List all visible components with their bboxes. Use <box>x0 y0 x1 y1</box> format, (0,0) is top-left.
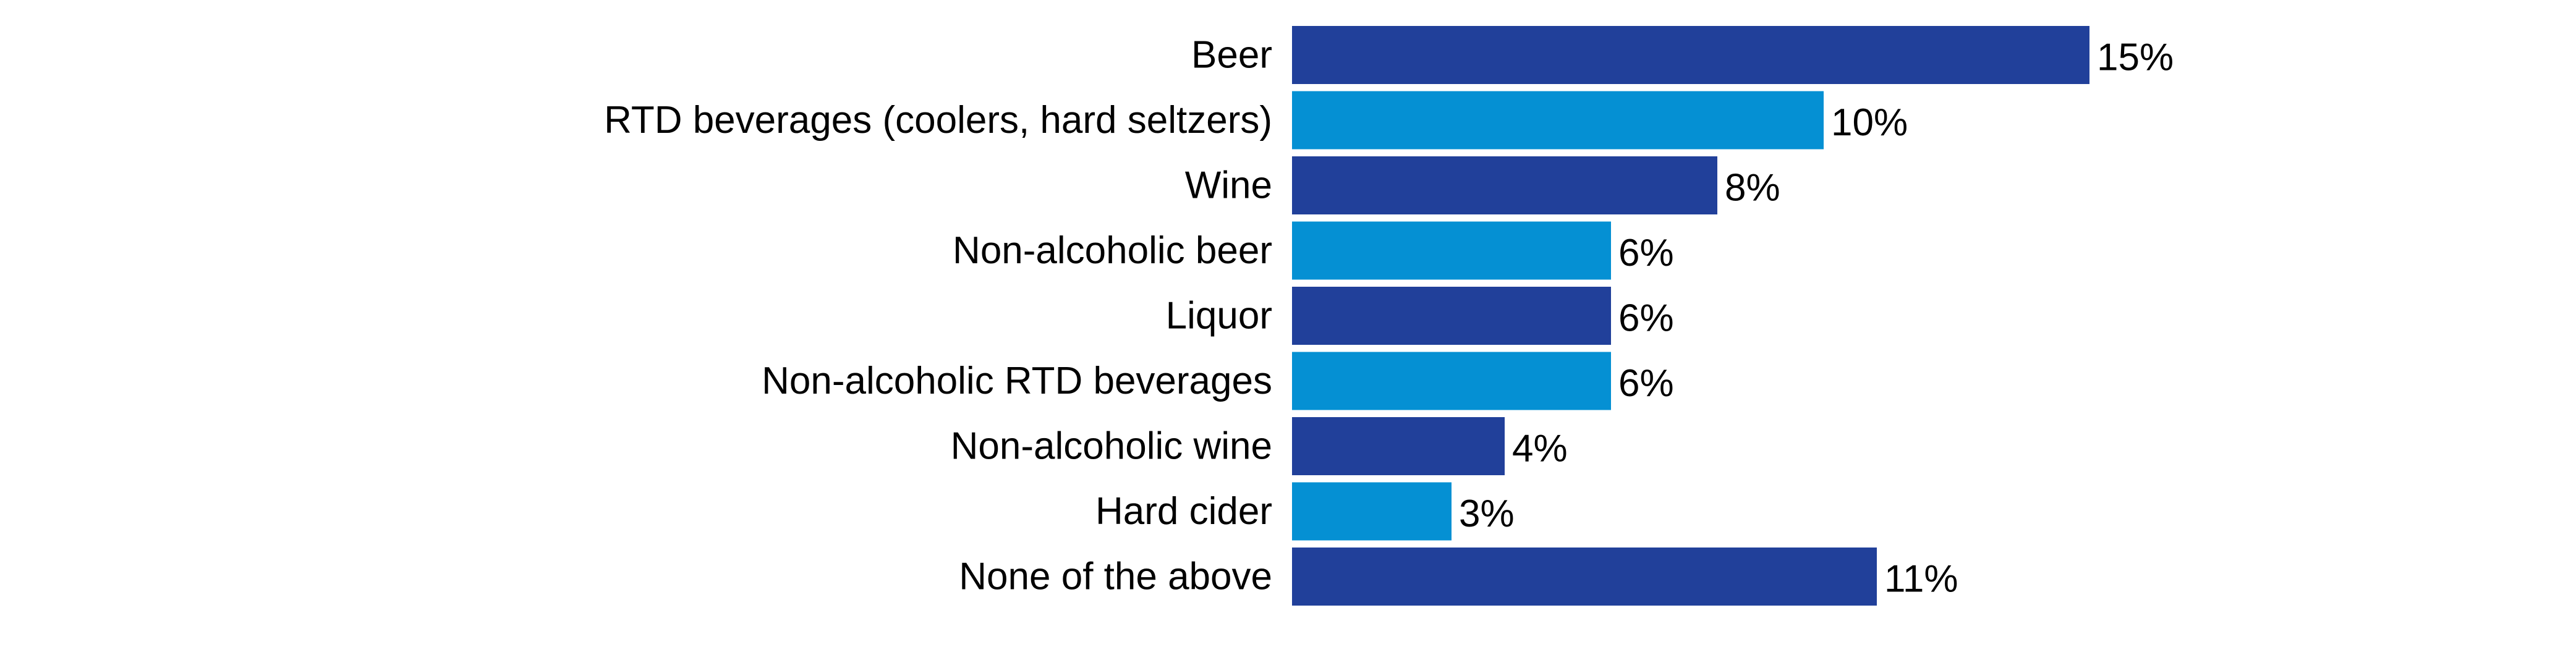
category-label-liquor: Liquor <box>1166 295 1272 337</box>
value-label-non-alcoholic-wine: 4% <box>1512 428 1568 470</box>
category-label-rtd-beverages-coolers-hard-seltzers: RTD beverages (coolers, hard seltzers) <box>604 99 1272 142</box>
category-label-none-of-the-above: None of the above <box>959 556 1272 598</box>
value-label-liquor: 6% <box>1618 297 1674 340</box>
value-labels-layer: 15% 10% 8% 6% 6% 6% 4% 3% 11% <box>1459 36 2174 601</box>
value-label-beer: 15% <box>2097 36 2174 79</box>
value-label-wine: 8% <box>1725 167 1780 209</box>
bar-beer <box>1292 26 2089 84</box>
value-label-non-alcoholic-rtd-beverages: 6% <box>1618 362 1674 405</box>
value-label-none-of-the-above: 11% <box>1884 558 1958 601</box>
category-label-non-alcoholic-wine: Non-alcoholic wine <box>951 425 1272 468</box>
category-label-hard-cider: Hard cider <box>1095 490 1272 533</box>
category-label-non-alcoholic-rtd-beverages: Non-alcoholic RTD beverages <box>762 360 1272 402</box>
bar-non-alcoholic-wine <box>1292 417 1505 475</box>
bar-rtd-beverages-coolers-hard-seltzers <box>1292 91 1824 150</box>
bar-wine <box>1292 156 1717 214</box>
bar-hard-cider <box>1292 482 1452 541</box>
value-label-non-alcoholic-beer: 6% <box>1618 232 1674 274</box>
bar-liquor <box>1292 287 1611 345</box>
value-label-rtd-beverages-coolers-hard-seltzers: 10% <box>1831 101 1908 144</box>
category-labels-layer: Beer RTD beverages (coolers, hard seltzer… <box>604 34 1272 598</box>
category-label-wine: Wine <box>1185 164 1272 207</box>
bar-none-of-the-above <box>1292 548 1877 606</box>
value-label-hard-cider: 3% <box>1459 493 1515 535</box>
category-label-beer: Beer <box>1191 34 1272 77</box>
bar-non-alcoholic-rtd-beverages <box>1292 352 1611 410</box>
bars-layer <box>1292 26 2089 606</box>
bar-non-alcoholic-beer <box>1292 221 1611 280</box>
category-label-non-alcoholic-beer: Non-alcoholic beer <box>953 229 1272 272</box>
